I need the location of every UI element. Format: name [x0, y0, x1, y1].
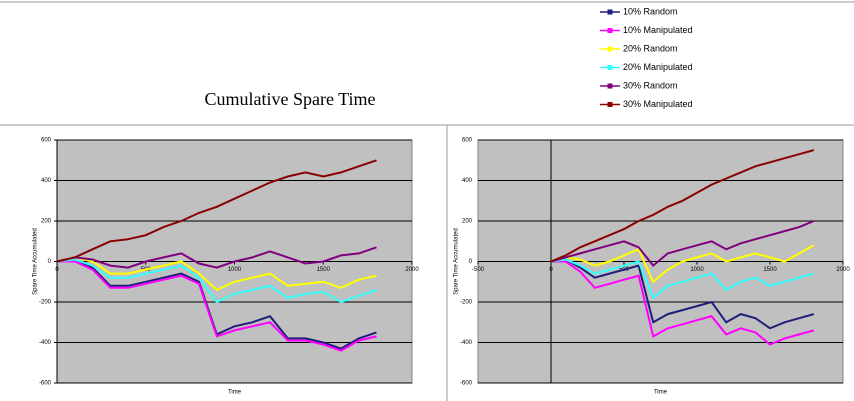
- y-tick-label: -600: [460, 381, 473, 387]
- legend-label: 20% Manipulated: [623, 62, 693, 72]
- x-tick-label: 1000: [690, 267, 704, 273]
- x-axis-label: Time: [654, 390, 668, 396]
- x-axis-label: Time: [228, 390, 242, 396]
- series-line: [551, 260, 815, 346]
- y-tick-label: -200: [39, 300, 52, 306]
- legend-label: 30% Random: [623, 80, 678, 90]
- legend-marker: [607, 65, 613, 70]
- x-tick-label: 2000: [836, 267, 850, 273]
- series-line: [56, 258, 377, 304]
- series-line: [550, 258, 815, 300]
- y-tick-label: 600: [41, 138, 52, 144]
- legend-marker: [607, 83, 613, 89]
- series-line: [56, 256, 377, 292]
- legend-label: 10% Random: [623, 6, 678, 16]
- y-axis-label: Spare Time Accumulated: [454, 228, 460, 295]
- y-tick-label: -200: [460, 300, 473, 306]
- x-tick-label: 1500: [763, 267, 777, 273]
- series-line: [56, 246, 377, 269]
- y-tick-label: 0: [48, 259, 52, 265]
- series-line: [550, 149, 815, 263]
- y-axis-label: Spare Time Accumulated: [33, 228, 39, 295]
- y-tick-label: 200: [462, 219, 473, 225]
- x-tick-label: 1500: [317, 267, 331, 273]
- series-line: [550, 220, 815, 268]
- legend-label: 10% Manipulated: [623, 25, 693, 35]
- y-tick-label: -400: [460, 340, 473, 346]
- page-title: Cumulative Spare Time: [205, 89, 376, 109]
- series-line: [57, 260, 377, 352]
- legend-marker: [607, 9, 613, 15]
- series-line: [56, 159, 377, 263]
- x-tick-label: 0: [549, 267, 553, 273]
- x-tick-label: 1000: [228, 267, 242, 273]
- y-tick-label: -400: [39, 340, 52, 346]
- y-tick-label: 400: [462, 178, 473, 184]
- legend-marker: [607, 28, 613, 33]
- legend-label: 30% Manipulated: [623, 99, 693, 109]
- x-tick-label: -500: [472, 267, 485, 273]
- x-tick-label: 2000: [405, 267, 419, 273]
- y-tick-label: 200: [41, 219, 52, 225]
- y-tick-label: -600: [39, 381, 52, 387]
- legend-label: 20% Random: [623, 43, 678, 53]
- y-tick-label: 600: [462, 138, 473, 144]
- legend-marker: [607, 46, 613, 52]
- series-line: [550, 258, 815, 330]
- x-tick-label: 0: [55, 267, 59, 273]
- y-tick-label: 400: [41, 178, 52, 184]
- series-line: [550, 244, 815, 284]
- y-tick-label: 0: [469, 259, 473, 265]
- legend-marker: [607, 102, 613, 107]
